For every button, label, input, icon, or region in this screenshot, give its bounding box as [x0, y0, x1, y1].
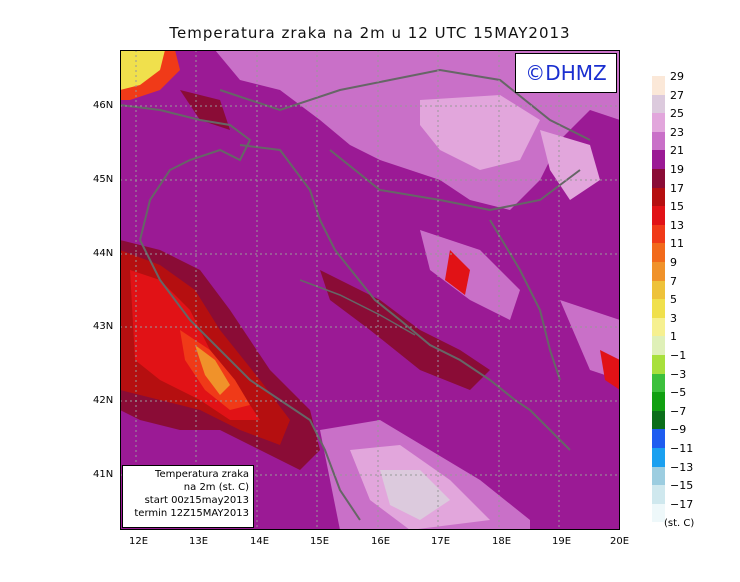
lat-label: 45N: [93, 174, 114, 185]
colorbar-label: 17: [670, 181, 684, 195]
field-5-alps: [120, 50, 165, 90]
colorbar-swatch: [652, 299, 665, 318]
lon-label: 19E: [552, 536, 572, 547]
border-drina: [489, 219, 561, 381]
colorbar-swatch: [652, 243, 665, 262]
colorbar-swatch: [652, 448, 665, 467]
dhmz-logo: ©DHMZ: [515, 53, 617, 93]
map-title: Temperatura zraka na 2m u 12 UTC 15MAY20…: [169, 24, 571, 42]
colorbar-swatch: [652, 280, 665, 300]
lon-label: 13E: [189, 536, 209, 547]
lat-label: 43N: [93, 321, 114, 332]
field-25-east: [540, 130, 600, 200]
field-9-italy: [195, 345, 230, 395]
colorbar-label: 25: [670, 107, 684, 121]
colorbar-swatch: [652, 503, 665, 523]
info-line-2: na 2m (st. C): [183, 482, 249, 493]
colorbar-label: 27: [670, 88, 684, 102]
field-15-bosnia: [445, 250, 470, 295]
lon-label: 20E: [610, 536, 630, 547]
colorbar-label: 1: [670, 330, 677, 344]
colorbar-swatch: [652, 94, 665, 114]
colorbar-swatch: [652, 187, 665, 207]
colorbar-label: 9: [670, 256, 677, 269]
field-19-north: [180, 90, 230, 130]
colorbar-label: 21: [670, 144, 684, 158]
coastline-italy: [139, 239, 361, 521]
colorbar-label: −11: [670, 442, 694, 455]
info-line-4: termin 12Z15MAY2013: [134, 508, 249, 519]
colorbar-label: 15: [670, 200, 684, 214]
temperature-map: [120, 50, 620, 530]
border-north: [219, 68, 591, 141]
lon-label: 14E: [250, 536, 270, 547]
field-15-serbia: [600, 350, 620, 390]
colorbar-swatch: [652, 113, 665, 132]
colorbar-swatch: [652, 150, 665, 169]
field-25-pannonia: [420, 95, 540, 170]
lat-label: 44N: [93, 248, 114, 259]
lat-label: 46N: [93, 100, 114, 111]
info-line-3: start 00z15may2013: [144, 495, 249, 506]
border-sava: [329, 149, 581, 212]
colorbar-swatch: [652, 429, 665, 448]
lat-label: 42N: [93, 395, 114, 406]
colorbar-label: 13: [670, 218, 684, 232]
colorbar-label: −17: [670, 497, 694, 511]
colorbar-swatch: [652, 262, 665, 281]
info-box: Temperatura zraka na 2m (st. C) start 00…: [122, 465, 254, 528]
colorbar-swatch: [652, 410, 665, 430]
colorbar-label: −3: [670, 367, 687, 381]
colorbar-swatch: [652, 355, 665, 374]
colorbar-label: −5: [670, 386, 687, 400]
lat-label: 41N: [93, 469, 114, 480]
colorbar-label: 29: [670, 70, 684, 83]
colorbar-label: 7: [670, 274, 677, 288]
colorbar-label: −13: [670, 460, 694, 474]
graticule: [120, 50, 620, 530]
coastline-croatia: [239, 144, 571, 451]
colorbar-label: −7: [670, 404, 687, 418]
colorbar-label: 23: [670, 125, 684, 139]
lon-label: 12E: [129, 536, 149, 547]
map-canvas: [120, 50, 620, 530]
field-27-south: [380, 470, 450, 520]
lon-label: 16E: [371, 536, 391, 547]
colorbar-unit: (st. C): [664, 518, 695, 529]
colorbar-label: −1: [670, 349, 687, 362]
lon-label: 15E: [310, 536, 330, 547]
colorbar-swatch: [652, 392, 665, 411]
colorbar-swatch: [652, 224, 665, 244]
colorbar-swatch: [652, 131, 665, 151]
field-23-bosnia: [420, 230, 520, 320]
map-frame: [120, 50, 620, 530]
colorbar-swatch: [652, 485, 665, 504]
colorbar-swatch: [652, 336, 665, 355]
lon-label: 17E: [431, 536, 451, 547]
island-lines: [299, 279, 416, 336]
colorbar-swatch: [652, 76, 665, 95]
colorbar-swatch: [652, 317, 665, 337]
colorbar-label: 3: [670, 311, 677, 325]
colorbar-swatch: [652, 466, 665, 486]
coastline-west: [120, 104, 252, 241]
info-line-1: Temperatura zraka: [155, 469, 249, 480]
colorbar-swatch: [652, 169, 665, 188]
colorbar-label: 19: [670, 163, 684, 176]
colorbar-label: 11: [670, 237, 684, 251]
colorbar-swatch: [652, 206, 665, 225]
colorbar-label: −9: [670, 423, 687, 437]
lon-label: 18E: [492, 536, 512, 547]
colorbar-label: 5: [670, 293, 677, 307]
colorbar-swatch: [652, 373, 665, 393]
colorbar-label: −15: [670, 479, 694, 493]
